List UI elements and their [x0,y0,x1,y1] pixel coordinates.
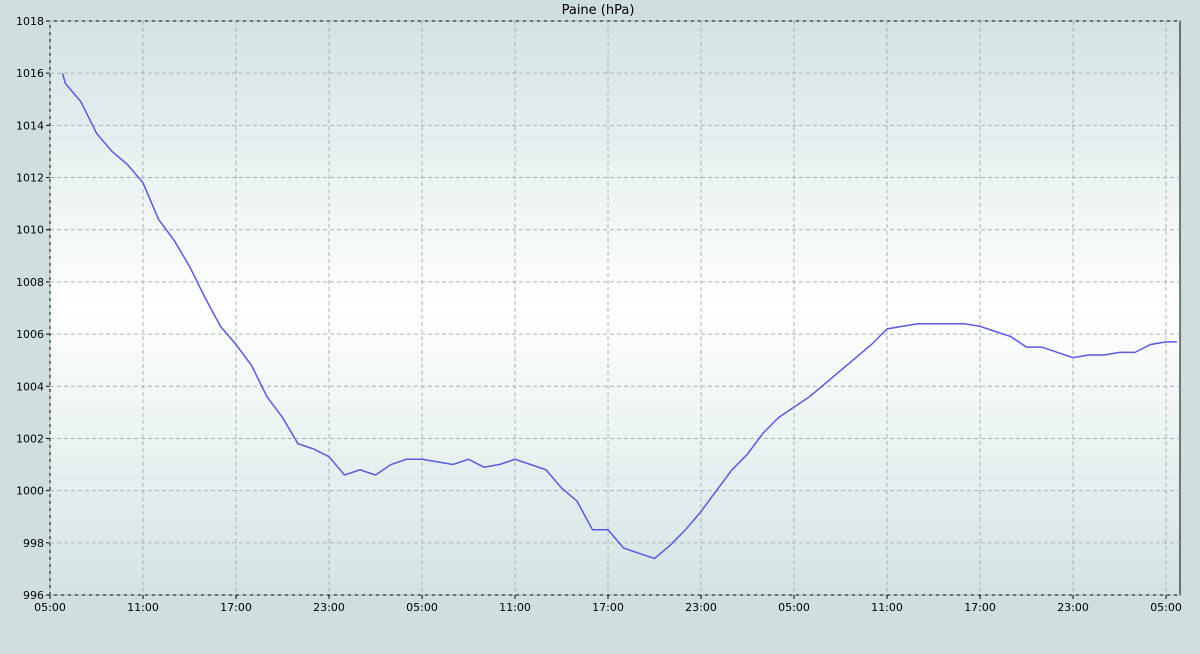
y-tick-label: 1004 [16,380,44,393]
x-tick-label: 23:00 [313,601,345,614]
y-tick-label: 1000 [16,485,44,498]
x-tick-label: 17:00 [220,601,252,614]
x-tick-label: 05:00 [34,601,66,614]
data-line [61,72,1177,560]
x-tick-label: 23:00 [685,601,717,614]
x-tick-label: 11:00 [127,601,159,614]
x-tick-label: 17:00 [592,601,624,614]
y-tick-label: 1008 [16,276,44,289]
y-tick-label: 1002 [16,432,44,445]
x-tick-label: 05:00 [1150,601,1182,614]
x-tick-label: 05:00 [406,601,438,614]
x-tick-label: 23:00 [1057,601,1089,614]
x-tick-label: 05:00 [778,601,810,614]
y-tick-label: 1006 [16,328,44,341]
y-tick-label: 1016 [16,67,44,80]
y-tick-label: 1014 [16,119,44,132]
plot-area [49,20,1181,596]
x-tick-label: 11:00 [871,601,903,614]
chart-title: Paine (hPa) [562,3,635,18]
x-tick-label: 17:00 [964,601,996,614]
y-tick-label: 998 [23,537,44,550]
y-tick-label: 1018 [16,15,44,28]
y-tick-label: 996 [23,589,44,602]
y-tick-label: 1012 [16,172,44,185]
y-tick-label: 1010 [16,224,44,237]
x-tick-label: 11:00 [499,601,531,614]
